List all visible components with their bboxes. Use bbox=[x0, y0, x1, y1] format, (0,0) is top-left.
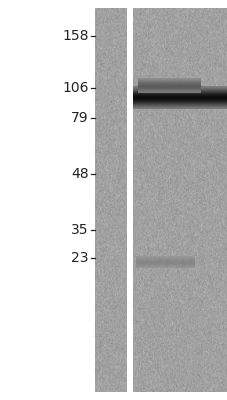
Text: 23: 23 bbox=[71, 251, 89, 265]
Text: 48: 48 bbox=[71, 167, 89, 181]
Text: 158: 158 bbox=[62, 29, 89, 43]
Text: 35: 35 bbox=[71, 223, 89, 237]
Text: 79: 79 bbox=[71, 111, 89, 125]
Text: 106: 106 bbox=[62, 81, 89, 95]
Bar bbox=[126, 8, 133, 392]
